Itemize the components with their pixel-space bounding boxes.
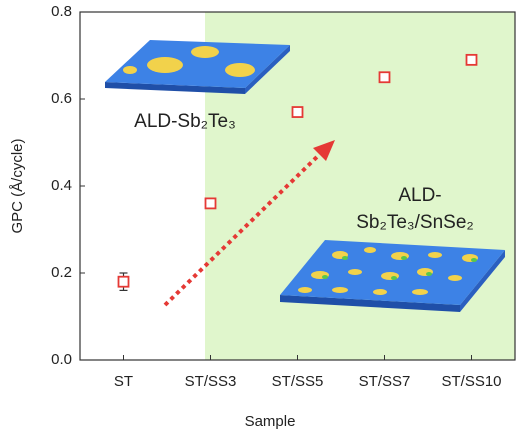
annotation: ALD- xyxy=(398,185,441,206)
y-tick-label: 0.6 xyxy=(51,90,72,107)
annotation: Sb₂Te₃/SnSe₂ xyxy=(356,212,474,233)
x-tick-label: ST/SS3 xyxy=(185,373,237,390)
x-tick-label: ST/SS10 xyxy=(441,373,501,390)
marker xyxy=(117,275,130,288)
x-tick-label: ST xyxy=(114,373,133,390)
plate-illustration xyxy=(280,240,505,312)
y-tick-label: 0.8 xyxy=(51,3,72,20)
plate-illustration xyxy=(105,40,290,94)
annotation: ALD-Sb₂Te₃ xyxy=(134,111,236,132)
y-tick-label: 0.4 xyxy=(51,177,72,194)
marker xyxy=(378,71,391,84)
marker xyxy=(465,53,478,66)
x-tick-label: ST/SS5 xyxy=(272,373,324,390)
marker xyxy=(291,106,304,118)
x-tick-label: ST/SS7 xyxy=(359,373,411,390)
y-axis-label: GPC (Å/cycle) xyxy=(9,138,26,233)
marker xyxy=(204,197,217,210)
y-tick-label: 0.0 xyxy=(51,351,72,368)
trend-arrow xyxy=(163,140,335,307)
y-tick-label: 0.2 xyxy=(51,264,72,281)
x-axis-label: Sample xyxy=(245,413,296,430)
